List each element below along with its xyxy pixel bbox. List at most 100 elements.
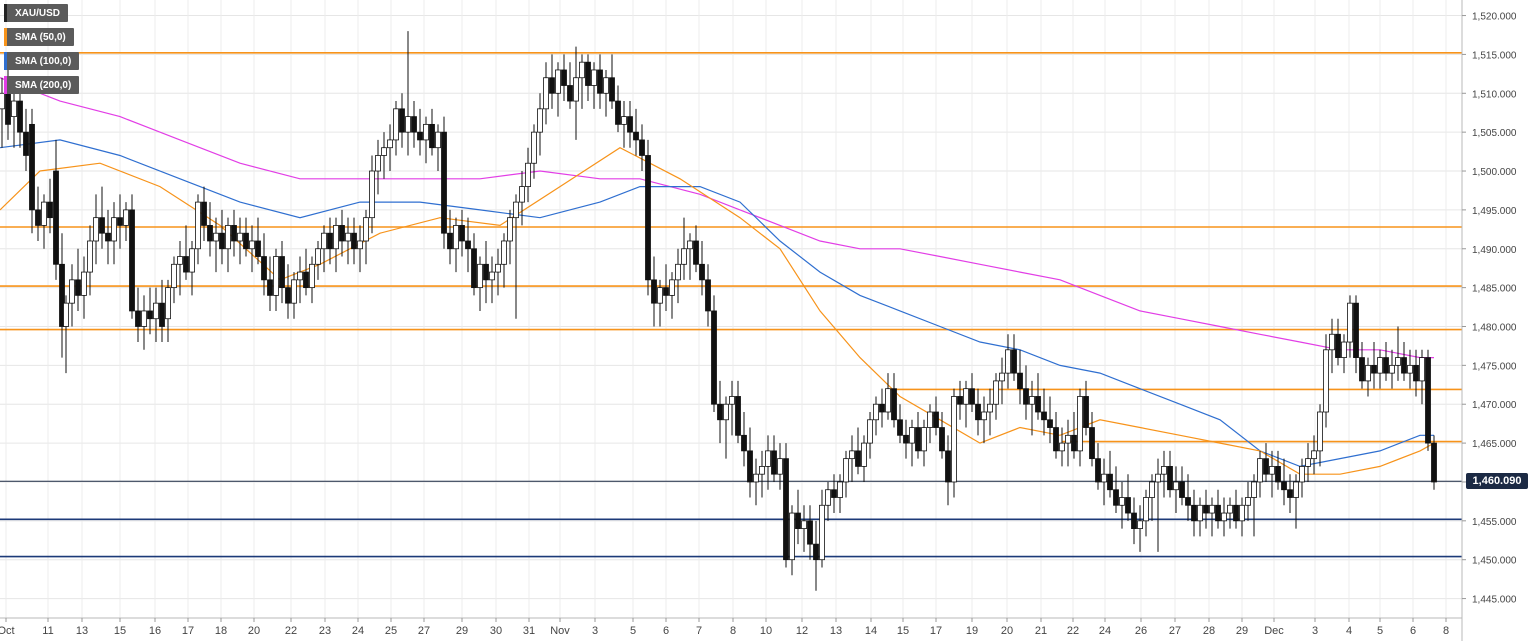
x-tick-label: 22 <box>285 625 297 637</box>
candle <box>663 264 669 311</box>
candle <box>507 209 513 265</box>
candle <box>369 155 375 234</box>
candle <box>399 93 405 148</box>
candle <box>1407 349 1413 389</box>
candle <box>939 412 945 459</box>
candle <box>1311 435 1317 475</box>
candle <box>483 240 489 304</box>
candle <box>1335 318 1341 366</box>
legend-item-sma100[interactable]: SMA (100,0) <box>4 52 80 70</box>
y-tick-label: 1,470.000 <box>1472 400 1517 411</box>
candle <box>1011 334 1017 381</box>
candle <box>1041 388 1047 436</box>
candle <box>903 419 909 459</box>
candle <box>195 194 201 265</box>
candle <box>171 256 177 304</box>
candle <box>639 124 645 172</box>
legend-label: XAU/USD <box>15 7 61 19</box>
candle <box>405 31 411 156</box>
candle <box>1383 342 1389 381</box>
x-tick-label: 7 <box>696 625 702 637</box>
candle <box>441 116 447 249</box>
candle <box>1251 474 1257 537</box>
legend-swatch <box>4 52 7 70</box>
candle <box>17 85 23 148</box>
candle <box>1095 443 1101 490</box>
x-tick-label: 24 <box>352 625 364 637</box>
candle <box>765 435 771 490</box>
candle <box>1365 357 1371 397</box>
candle <box>357 225 363 273</box>
candle <box>669 272 675 319</box>
candle <box>231 209 237 257</box>
current-price-tag: 1,460.090 <box>1466 473 1528 490</box>
y-tick-label: 1,455.000 <box>1472 517 1517 528</box>
candle <box>41 194 47 249</box>
candle <box>333 217 339 273</box>
candle <box>1059 427 1065 467</box>
x-tick-label: 3 <box>592 625 598 637</box>
candle <box>1215 489 1221 529</box>
x-tick-label: 29 <box>1236 625 1248 637</box>
candle <box>459 209 465 257</box>
candle <box>165 279 171 343</box>
candle <box>621 101 627 148</box>
candle <box>1077 388 1083 467</box>
candle <box>339 209 345 257</box>
candle <box>843 450 849 498</box>
y-tick-label: 1,490.000 <box>1472 245 1517 256</box>
candle <box>927 404 933 444</box>
candle <box>891 373 897 428</box>
legend-item-symbol[interactable]: XAU/USD <box>4 4 69 22</box>
x-tick-label: 13 <box>830 625 842 637</box>
candle <box>1389 349 1395 389</box>
x-tick-label: 15 <box>114 625 126 637</box>
candle <box>285 264 291 319</box>
candle <box>183 225 189 280</box>
candle <box>1227 497 1233 529</box>
x-tick-label: 18 <box>215 625 227 637</box>
candle <box>1137 505 1143 552</box>
candle <box>777 443 783 490</box>
legend: XAU/USD SMA (50,0) SMA (100,0) SMA (200,… <box>4 4 80 100</box>
legend-item-sma50[interactable]: SMA (50,0) <box>4 28 74 46</box>
candle <box>933 396 939 436</box>
candle <box>47 178 53 234</box>
x-tick-label: Dec <box>1264 625 1284 637</box>
candle <box>345 217 351 265</box>
candle <box>681 217 687 280</box>
y-tick-label: 1,500.000 <box>1472 167 1517 178</box>
candle <box>1131 497 1137 545</box>
candle <box>0 77 5 148</box>
candle <box>717 380 723 444</box>
x-tick-label: 27 <box>1169 625 1181 637</box>
candle <box>147 287 153 335</box>
candle <box>699 240 705 296</box>
candle <box>123 202 129 241</box>
candle <box>471 233 477 296</box>
y-tick-label: 1,495.000 <box>1472 206 1517 217</box>
legend-item-sma200[interactable]: SMA (200,0) <box>4 76 80 94</box>
candle <box>1323 334 1329 428</box>
candle <box>525 147 531 203</box>
candle <box>1143 489 1149 537</box>
candle <box>237 217 243 265</box>
candle <box>423 116 429 164</box>
candle <box>435 124 441 172</box>
candle <box>1023 365 1029 420</box>
candle <box>59 233 65 358</box>
x-tick-label: 15 <box>897 625 909 637</box>
candle <box>591 62 597 109</box>
candle <box>975 388 981 436</box>
candle <box>735 380 741 444</box>
candle <box>1173 466 1179 514</box>
candle <box>1221 497 1227 537</box>
candle <box>837 474 843 514</box>
candle <box>1425 349 1431 451</box>
candle <box>633 108 639 156</box>
candle <box>381 132 387 179</box>
candle <box>105 209 111 265</box>
candle <box>1413 349 1419 397</box>
y-tick-label: 1,465.000 <box>1472 439 1517 450</box>
